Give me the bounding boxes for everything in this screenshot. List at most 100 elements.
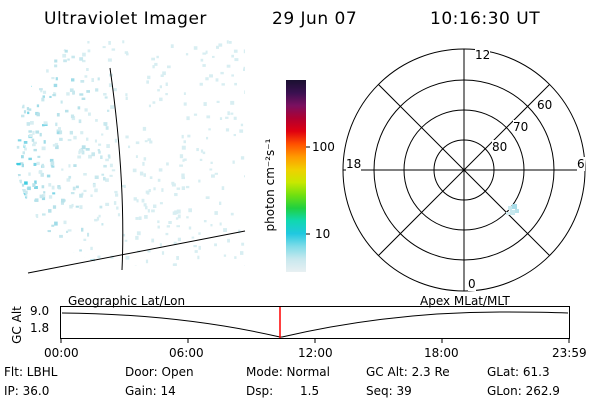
horizon-line xyxy=(27,230,246,274)
emission-pixel xyxy=(113,88,117,92)
emission-pixel xyxy=(98,214,101,218)
uv-earth-image xyxy=(15,40,246,290)
emission-pixel xyxy=(29,238,33,242)
emission-pixel xyxy=(21,104,25,109)
emission-pixel xyxy=(166,162,169,166)
emission-pixel xyxy=(188,226,192,230)
emission-pixel xyxy=(151,209,155,213)
emission-pixel xyxy=(52,251,56,255)
emission-pixel xyxy=(65,288,68,290)
emission-pixel xyxy=(231,54,234,58)
emission-pixel xyxy=(21,183,25,187)
mlt-label-12: 12 xyxy=(475,48,491,62)
emission-pixel xyxy=(70,114,75,119)
emission-pixel xyxy=(147,75,151,80)
emission-pixel xyxy=(85,148,90,151)
emission-pixel xyxy=(25,233,29,237)
emission-pixel xyxy=(138,216,142,220)
emission-pixel xyxy=(114,190,118,194)
emission-pixel xyxy=(209,168,213,171)
emission-pixel xyxy=(125,96,128,100)
emission-pixel xyxy=(34,180,37,185)
emission-pixel xyxy=(185,185,190,189)
door-status: Door: Open xyxy=(125,365,194,379)
emission-pixel xyxy=(97,149,100,152)
emission-pixel xyxy=(83,173,87,176)
emission-pixel xyxy=(35,275,38,278)
emission-pixel xyxy=(15,252,18,255)
emission-pixel xyxy=(35,285,38,288)
emission-pixel xyxy=(23,246,27,249)
emission-pixel xyxy=(91,78,94,82)
altitude-curve xyxy=(61,311,569,338)
emission-pixel xyxy=(30,46,33,50)
emission-pixel xyxy=(47,230,51,233)
emission-pixel xyxy=(153,187,156,191)
emission-pixel xyxy=(50,161,55,165)
emission-pixel xyxy=(28,220,31,225)
emission-pixel xyxy=(162,71,166,76)
emission-pixel xyxy=(86,137,89,141)
emission-pixel xyxy=(188,208,192,213)
emission-pixel xyxy=(61,198,65,203)
emission-pixel xyxy=(139,171,144,176)
emission-pixel xyxy=(198,232,201,235)
emission-pixel xyxy=(56,113,60,117)
emission-pixel xyxy=(183,102,187,106)
emission-pixel xyxy=(32,130,35,135)
emission-pixel xyxy=(148,189,151,193)
emission-pixel xyxy=(102,268,105,271)
emission-pixel xyxy=(171,181,175,185)
emission-pixel xyxy=(28,172,31,176)
emission-pixel xyxy=(146,80,149,84)
emission-pixel xyxy=(111,169,116,172)
emission-pixel xyxy=(216,45,219,49)
emission-pixel xyxy=(23,74,26,76)
emission-pixel xyxy=(91,152,95,157)
color-bar-tick-10: 10 xyxy=(315,227,331,241)
emission-pixel xyxy=(40,244,43,247)
emission-pixel xyxy=(67,229,72,232)
emission-pixel xyxy=(68,164,71,168)
emission-pixel xyxy=(147,249,151,253)
emission-pixel xyxy=(244,265,245,266)
emission-pixel xyxy=(109,174,113,177)
emission-pixel xyxy=(101,173,105,176)
emission-pixel xyxy=(147,138,151,142)
emission-pixel xyxy=(77,155,82,159)
emission-pixel xyxy=(223,228,227,232)
emission-pixel xyxy=(82,59,86,63)
emission-pixel xyxy=(179,164,183,167)
emission-pixel xyxy=(115,193,119,197)
emission-pixel xyxy=(70,192,75,195)
emission-pixel xyxy=(143,203,147,207)
emission-pixel xyxy=(90,246,93,251)
emission-pixel xyxy=(135,235,139,240)
lat-label-60: 60 xyxy=(537,98,553,112)
emission-pixel xyxy=(20,47,24,50)
emission-pixel xyxy=(66,92,70,96)
emission-pixel xyxy=(88,154,92,159)
mlt-label-6: 6 xyxy=(577,157,585,171)
emission-pixel xyxy=(152,101,156,104)
emission-pixel xyxy=(88,112,91,116)
emission-pixel xyxy=(161,251,165,255)
emission-pixel xyxy=(205,50,208,54)
emission-pixel xyxy=(18,274,20,277)
emission-pixel xyxy=(59,137,63,141)
emission-pixel xyxy=(52,205,57,209)
emission-pixel xyxy=(158,168,163,172)
emission-pixel xyxy=(94,218,98,222)
emission-pixel xyxy=(202,64,206,67)
emission-pixel xyxy=(64,280,66,284)
timeline-xtick-1200: 12:00 xyxy=(298,346,333,360)
emission-pixel xyxy=(49,158,54,162)
emission-pixel xyxy=(22,78,25,83)
emission-pixel xyxy=(60,47,63,50)
emission-pixel xyxy=(115,274,118,277)
emission-pixel xyxy=(21,114,25,118)
emission-pixel xyxy=(80,268,82,272)
emission-pixel xyxy=(134,265,137,266)
emission-pixel xyxy=(41,163,44,168)
emission-pixel xyxy=(26,107,30,111)
